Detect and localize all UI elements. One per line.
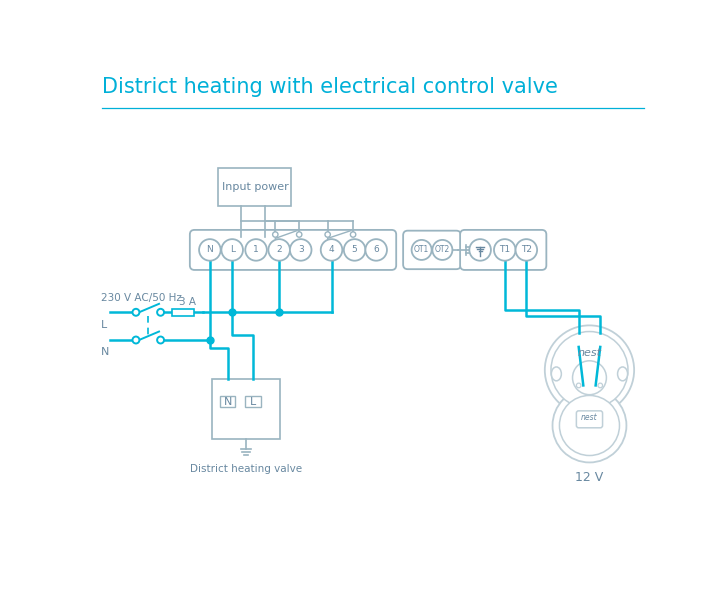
Text: T1: T1 [499, 245, 510, 254]
Circle shape [290, 239, 312, 261]
FancyBboxPatch shape [218, 168, 291, 206]
Circle shape [515, 239, 537, 261]
Circle shape [553, 388, 626, 463]
Ellipse shape [551, 367, 561, 381]
Circle shape [199, 239, 221, 261]
Text: 4: 4 [329, 245, 334, 254]
FancyBboxPatch shape [172, 309, 194, 316]
Circle shape [325, 232, 331, 237]
Text: L: L [101, 320, 108, 330]
FancyBboxPatch shape [577, 411, 603, 428]
Circle shape [551, 331, 628, 409]
Circle shape [344, 239, 365, 261]
Circle shape [350, 232, 356, 237]
Ellipse shape [617, 367, 628, 381]
Circle shape [321, 239, 342, 261]
Circle shape [157, 337, 164, 343]
Text: T2: T2 [521, 245, 532, 254]
Circle shape [432, 240, 452, 260]
FancyBboxPatch shape [190, 230, 396, 270]
Text: District heating with electrical control valve: District heating with electrical control… [102, 77, 558, 97]
Circle shape [272, 232, 278, 237]
Circle shape [470, 239, 491, 261]
Circle shape [577, 383, 581, 388]
Text: N: N [223, 397, 232, 407]
Circle shape [365, 239, 387, 261]
Text: 1: 1 [253, 245, 259, 254]
Text: OT2: OT2 [435, 245, 450, 254]
Text: District heating valve: District heating valve [190, 463, 302, 473]
Circle shape [132, 309, 139, 316]
FancyBboxPatch shape [245, 396, 261, 407]
Circle shape [411, 240, 432, 260]
Text: 12 V: 12 V [575, 472, 604, 484]
Text: nest: nest [577, 348, 601, 358]
Circle shape [494, 239, 515, 261]
Text: 2: 2 [277, 245, 282, 254]
Circle shape [157, 309, 164, 316]
Circle shape [598, 383, 603, 388]
Circle shape [545, 326, 634, 415]
Text: nest: nest [581, 413, 598, 422]
Circle shape [245, 239, 267, 261]
Circle shape [296, 232, 302, 237]
Circle shape [572, 361, 606, 394]
Circle shape [269, 239, 290, 261]
FancyBboxPatch shape [220, 396, 235, 407]
FancyBboxPatch shape [403, 230, 461, 269]
Circle shape [559, 396, 620, 456]
Circle shape [221, 239, 243, 261]
Text: 3 A: 3 A [179, 297, 196, 307]
Text: N: N [207, 245, 213, 254]
Text: 5: 5 [352, 245, 357, 254]
FancyBboxPatch shape [212, 380, 280, 440]
Text: N: N [101, 347, 110, 358]
Text: 230 V AC/50 Hz: 230 V AC/50 Hz [101, 293, 182, 304]
Text: L: L [230, 245, 234, 254]
Text: 3: 3 [298, 245, 304, 254]
Text: Input power: Input power [221, 182, 288, 192]
Text: 6: 6 [373, 245, 379, 254]
Circle shape [132, 337, 139, 343]
Text: L: L [250, 397, 256, 407]
Text: OT1: OT1 [414, 245, 430, 254]
FancyBboxPatch shape [460, 230, 546, 270]
